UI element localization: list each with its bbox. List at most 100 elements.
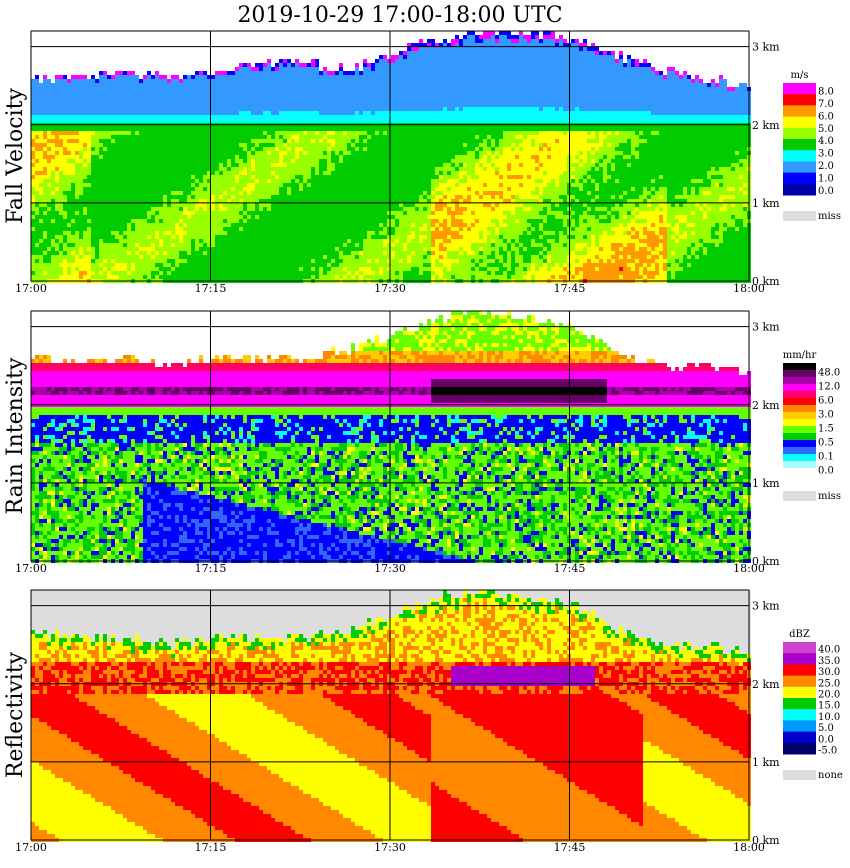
heatmap-cell [191, 263, 195, 267]
heatmap-cell [123, 183, 127, 187]
heatmap-cell [103, 159, 107, 163]
heatmap-cell [291, 119, 295, 123]
heatmap-cell [223, 107, 227, 111]
heatmap-cell [263, 223, 267, 227]
heatmap-cell [347, 251, 351, 255]
heatmap-cell [371, 195, 375, 199]
heatmap-cell [35, 203, 39, 207]
heatmap-cell [67, 255, 71, 259]
heatmap-cell [223, 147, 227, 151]
heatmap-cell [347, 243, 351, 247]
heatmap-cell [107, 207, 111, 211]
heatmap-cell [371, 203, 375, 207]
heatmap-cell [175, 143, 179, 147]
heatmap-cell [251, 79, 255, 83]
heatmap-cell [327, 191, 331, 195]
heatmap-cell [163, 207, 167, 211]
heatmap-cell [127, 207, 131, 211]
heatmap-cell [255, 155, 259, 159]
heatmap-cell [283, 63, 287, 67]
heatmap-cell [211, 163, 215, 167]
heatmap-cell [363, 275, 367, 279]
heatmap-cell [159, 259, 163, 263]
heatmap-cell [251, 127, 255, 131]
heatmap-cell [43, 119, 47, 123]
heatmap-cell [291, 235, 295, 239]
heatmap-cell [123, 71, 127, 75]
heatmap-cell [331, 235, 335, 239]
heatmap-cell [291, 107, 295, 111]
heatmap-cell [111, 211, 115, 215]
heatmap-cell [223, 135, 227, 139]
heatmap-cell [279, 239, 283, 243]
heatmap-cell [51, 219, 55, 223]
heatmap-cell [239, 71, 243, 75]
heatmap-cell [115, 71, 119, 75]
heatmap-cell [271, 95, 275, 99]
heatmap-cell [203, 175, 207, 179]
heatmap-cell [307, 235, 311, 239]
heatmap-cell [95, 263, 99, 267]
heatmap-cell [323, 259, 327, 263]
heatmap-cell [47, 195, 51, 199]
heatmap-cell [307, 251, 311, 255]
heatmap-cell [175, 99, 179, 103]
heatmap-cell [375, 115, 379, 119]
heatmap-cell [363, 263, 367, 267]
heatmap-cell [123, 255, 127, 259]
heatmap-cell [311, 203, 315, 207]
heatmap-cell [167, 167, 171, 171]
heatmap-cell [211, 87, 215, 91]
heatmap-cell [291, 163, 295, 167]
heatmap-cell [167, 207, 171, 211]
heatmap-cell [175, 119, 179, 123]
heatmap-cell [279, 95, 283, 99]
heatmap-cell [123, 187, 127, 191]
heatmap-cell [67, 207, 71, 211]
heatmap-cell [359, 127, 363, 131]
heatmap-cell [35, 103, 39, 107]
heatmap-cell [47, 247, 51, 251]
heatmap-cell [319, 111, 323, 115]
heatmap-cell [339, 203, 343, 207]
heatmap-cell [323, 243, 327, 247]
heatmap-cell [247, 107, 251, 111]
heatmap-cell [331, 251, 335, 255]
heatmap-cell [343, 119, 347, 123]
heatmap-cell [259, 99, 263, 103]
heatmap-cell [155, 267, 159, 271]
heatmap-cell [223, 179, 227, 183]
heatmap-cell [167, 103, 171, 107]
heatmap-cell [51, 223, 55, 227]
heatmap-cell [347, 259, 351, 263]
heatmap-cell [215, 143, 219, 147]
heatmap-cell [287, 203, 291, 207]
heatmap-cell [195, 107, 199, 111]
heatmap-cell [183, 271, 187, 275]
heatmap-cell [363, 163, 367, 167]
heatmap-cell [247, 163, 251, 167]
heatmap-cell [151, 115, 155, 119]
heatmap-cell [247, 187, 251, 191]
heatmap-cell [363, 99, 367, 103]
heatmap-cell [335, 87, 339, 91]
heatmap-cell [71, 99, 75, 103]
heatmap-cell [135, 119, 139, 123]
heatmap-cell [79, 239, 83, 243]
heatmap-cell [339, 159, 343, 163]
heatmap-cell [283, 119, 287, 123]
heatmap-cell [279, 223, 283, 227]
heatmap-cell [47, 111, 51, 115]
heatmap-cell [83, 131, 87, 135]
heatmap-cell [215, 215, 219, 219]
heatmap-cell [119, 107, 123, 111]
heatmap-cell [55, 215, 59, 219]
heatmap-cell [231, 187, 235, 191]
heatmap-cell [227, 99, 231, 103]
heatmap-cell [175, 243, 179, 247]
heatmap-cell [267, 159, 271, 163]
heatmap-cell [315, 111, 319, 115]
heatmap-cell [195, 215, 199, 219]
heatmap-cell [355, 235, 359, 239]
heatmap-cell [67, 187, 71, 191]
